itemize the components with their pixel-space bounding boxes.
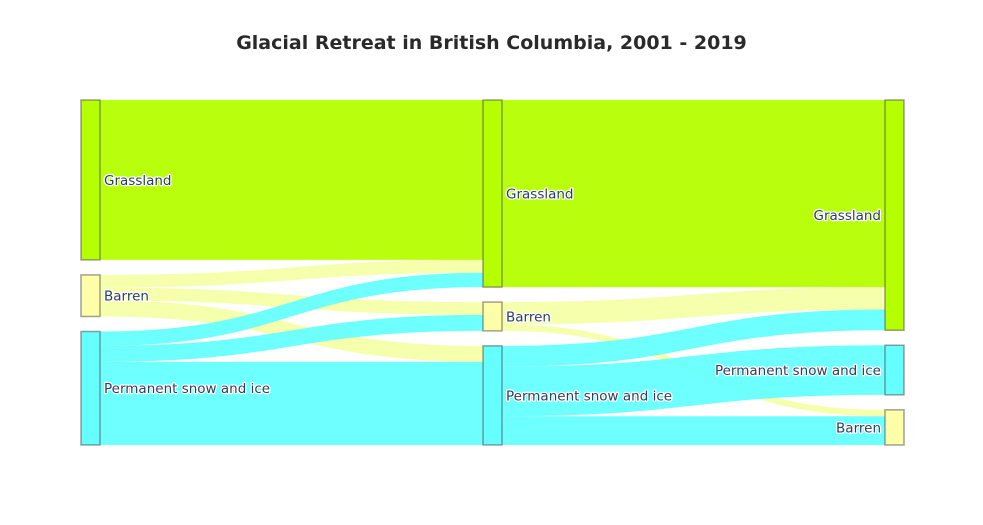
link-1-permanent-snow-and-ice-to-grassland[interactable] (502, 309, 885, 367)
link-0-permanent-snow-and-ice-to-grassland[interactable] (100, 272, 483, 346)
node-label-2-grassland: Grassland (814, 208, 882, 224)
link-0-barren-to-grassland[interactable] (100, 259, 483, 288)
links-layer (100, 100, 885, 445)
node-2-permanent-snow-and-ice[interactable] (884, 344, 905, 396)
node-label-2-permanent-snow-and-ice: Permanent snow and ice (715, 363, 881, 379)
node-0-permanent-snow-and-ice[interactable] (80, 330, 101, 446)
node-1-grassland[interactable] (482, 99, 503, 288)
link-0-permanent-snow-and-ice-to-barren[interactable] (100, 314, 483, 362)
node-0-grassland[interactable] (80, 99, 101, 261)
node-label-0-permanent-snow-and-ice: Permanent snow and ice (104, 381, 270, 397)
nodes-layer: Grassland Barren Permanent snow and ice Gra… (80, 99, 905, 446)
chart-title: Glacial Retreat in British Columbia, 200… (236, 32, 747, 54)
node-0-barren[interactable] (80, 274, 101, 318)
node-label-0-barren: Barren (104, 289, 149, 305)
node-label-0-grassland: Grassland (104, 173, 172, 189)
link-0-grassland-to-grassland[interactable] (100, 100, 483, 260)
node-1-barren[interactable] (482, 301, 503, 332)
node-label-2-barren: Barren (836, 420, 881, 436)
node-label-1-permanent-snow-and-ice: Permanent snow and ice (506, 388, 672, 404)
link-1-grassland-to-grassland[interactable] (502, 100, 885, 288)
link-0-permanent-snow-and-ice-to-permanent-snow-and-ice[interactable] (100, 361, 483, 445)
node-1-permanent-snow-and-ice[interactable] (482, 345, 503, 446)
link-0-barren-to-barren[interactable] (100, 287, 483, 315)
node-label-1-grassland: Grassland (506, 187, 574, 203)
link-1-permanent-snow-and-ice-to-barren[interactable] (502, 416, 885, 445)
node-label-1-barren: Barren (506, 309, 551, 325)
node-2-grassland[interactable] (884, 99, 905, 332)
link-1-permanent-snow-and-ice-to-permanent-snow-and-ice[interactable] (502, 345, 885, 417)
node-2-barren[interactable] (884, 409, 905, 446)
link-1-barren-to-grassland[interactable] (502, 287, 885, 325)
